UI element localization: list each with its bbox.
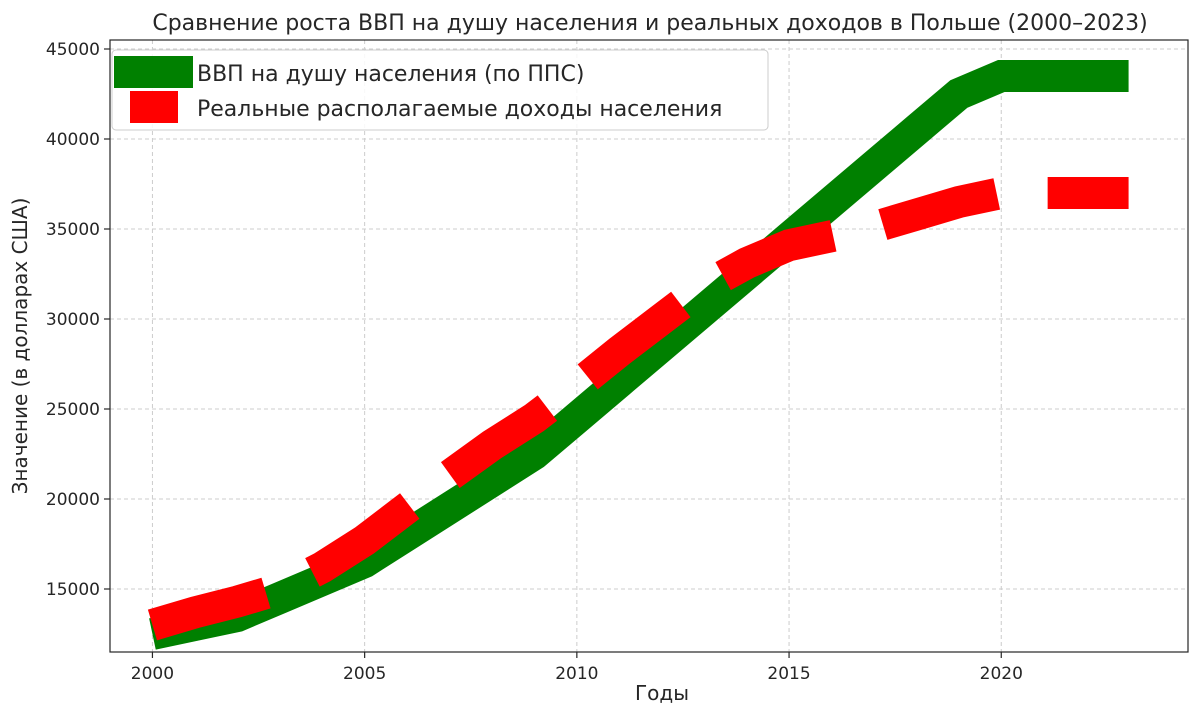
legend: ВВП на душу населения (по ППС) Реальные … (111, 49, 769, 131)
legend-label-income: Реальные располагаемые доходы населения (197, 97, 722, 122)
y-tick-label: 25000 (46, 400, 100, 420)
y-tick-label: 30000 (46, 310, 100, 330)
tick-labels: 2000 2005 2010 2015 2020 15000 20000 25000 30000… (46, 40, 1023, 684)
x-tick-label: 2000 (131, 664, 174, 684)
y-axis-label: Значение (в долларах США) (8, 198, 32, 495)
y-tick-label: 45000 (46, 40, 100, 60)
gdp-per-capita-line (149, 60, 1129, 650)
series-group (147, 60, 1129, 650)
x-tick-label: 2015 (767, 664, 810, 684)
y-tick-label: 15000 (46, 580, 100, 600)
plot-frame (109, 39, 1189, 653)
x-tick-label: 2010 (555, 664, 598, 684)
real-income-line (147, 177, 1129, 641)
y-tick-label: 40000 (46, 130, 100, 150)
y-tick-label: 35000 (46, 220, 100, 240)
x-tick-label: 2005 (343, 664, 386, 684)
grid (110, 40, 1188, 652)
y-tick-label: 20000 (46, 490, 100, 510)
legend-frame (111, 49, 769, 131)
chart-title: Сравнение роста ВВП на душу населения и … (152, 11, 1147, 36)
x-axis-label: Годы (635, 681, 689, 705)
x-tick-label: 2020 (980, 664, 1023, 684)
legend-label-gdp: ВВП на душу населения (по ППС) (197, 62, 584, 87)
